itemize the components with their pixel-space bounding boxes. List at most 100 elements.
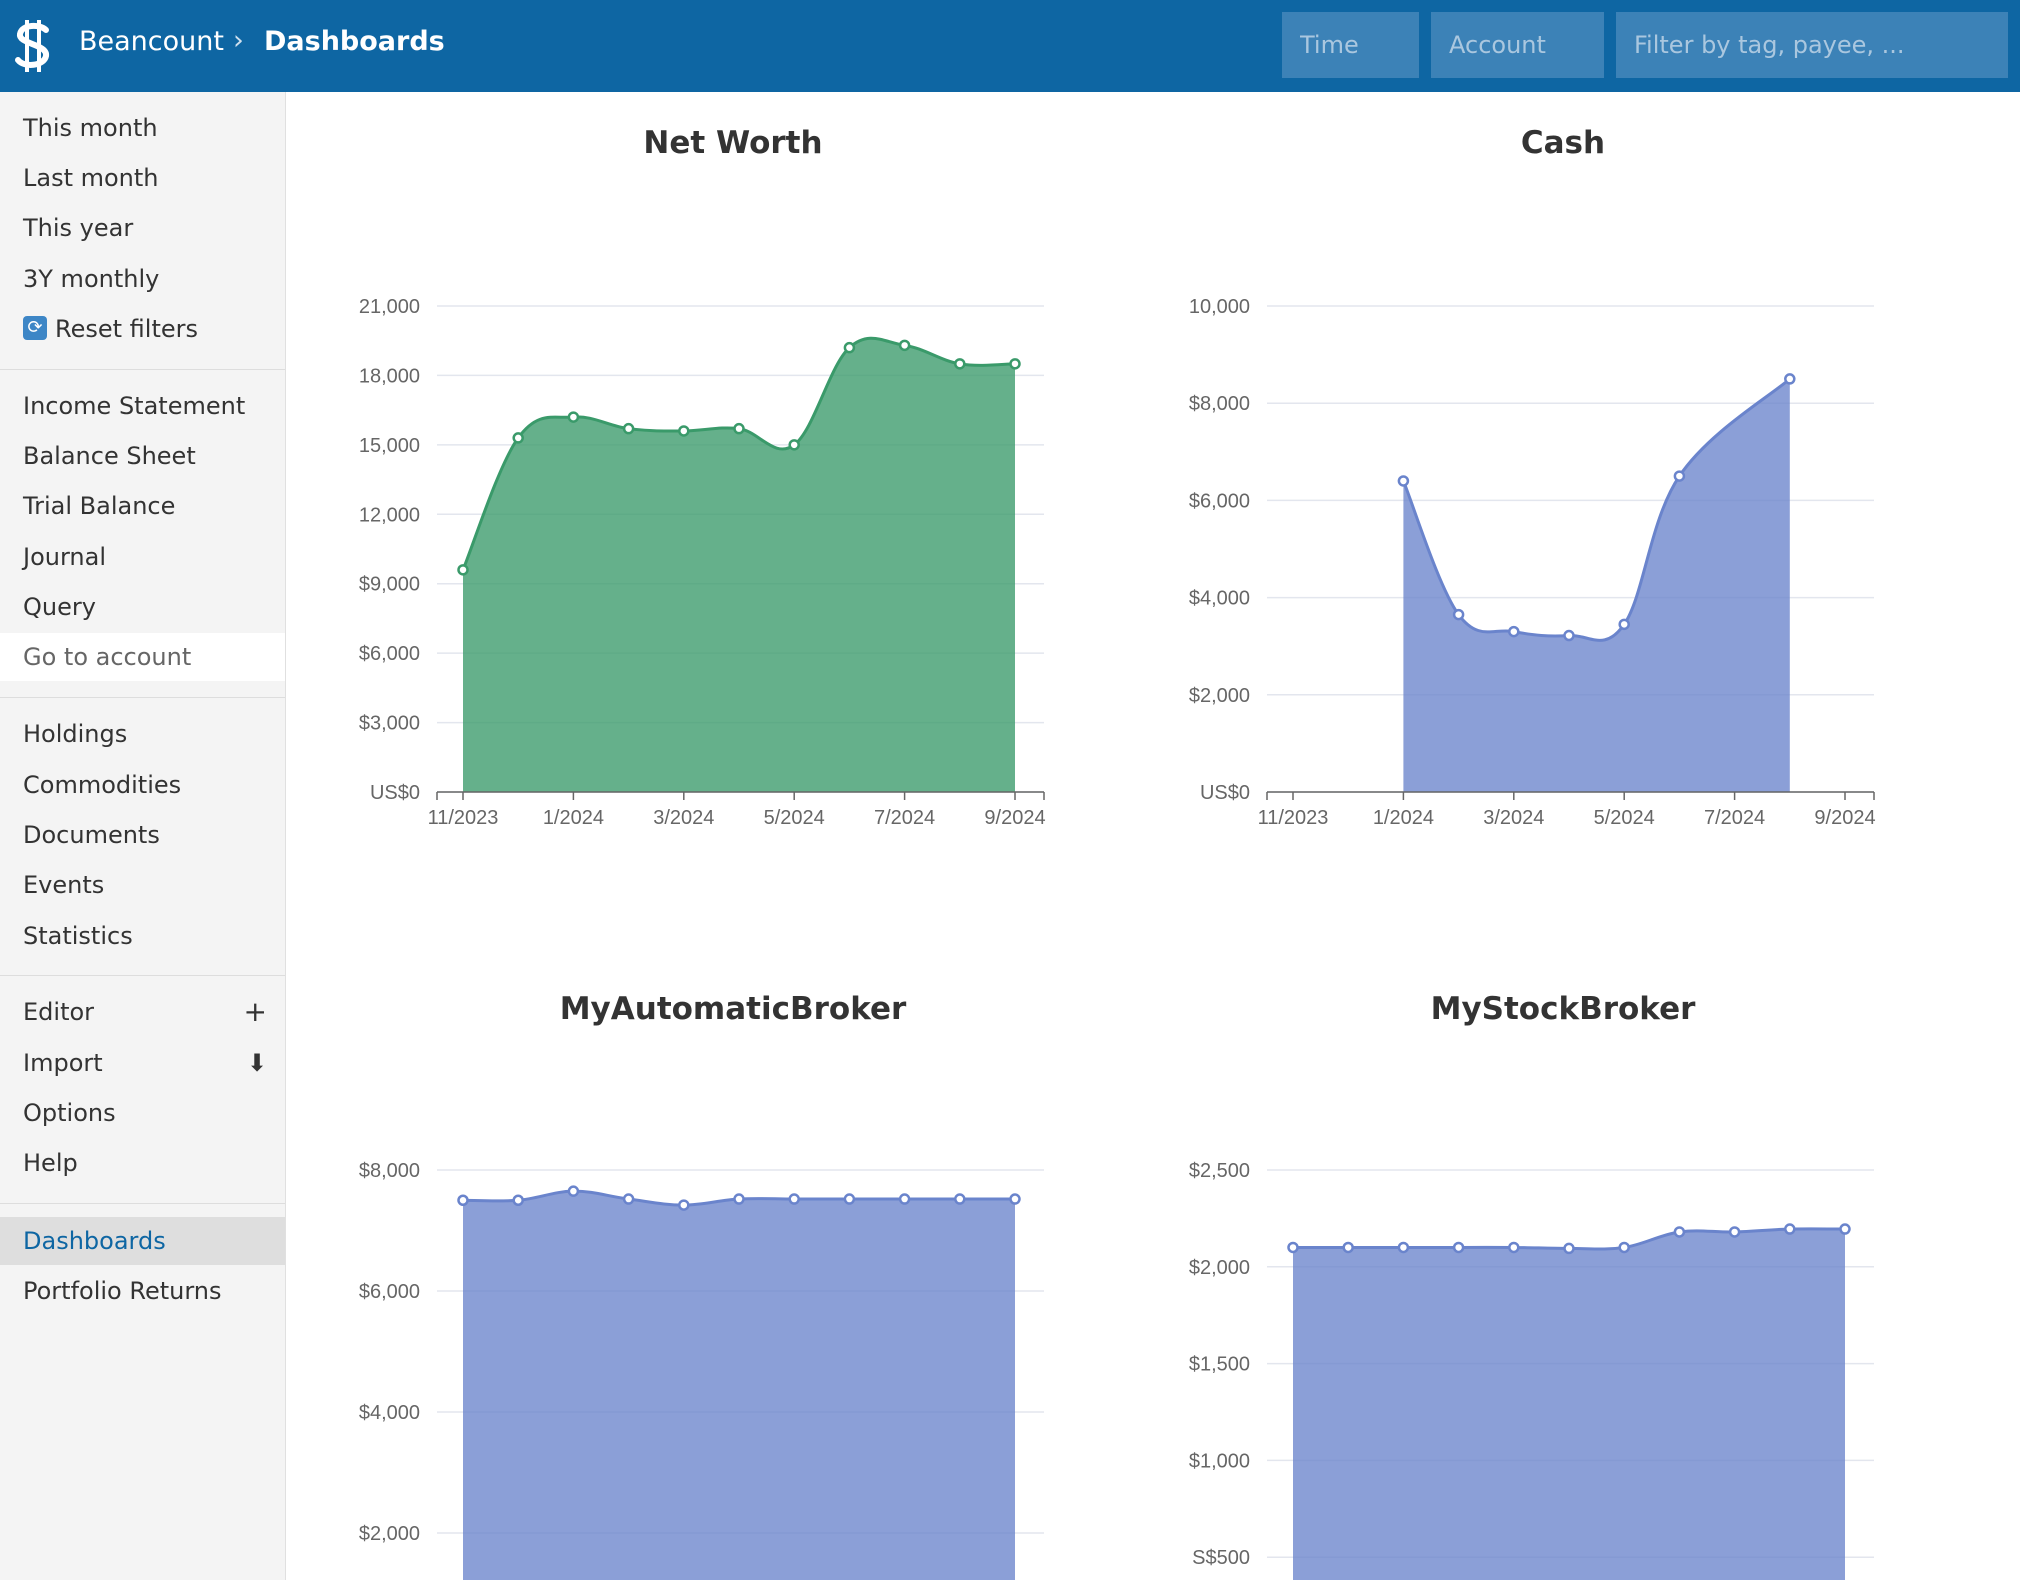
data-point[interactable] [898, 1193, 911, 1205]
sidebar-item-income-statement[interactable]: Income Statement [23, 392, 246, 420]
data-point[interactable] [788, 439, 800, 451]
y-tick-label: $2,000 [1189, 685, 1250, 707]
data-point[interactable] [1784, 373, 1796, 385]
data-point[interactable] [1287, 1241, 1299, 1254]
sidebar-item-commodities[interactable]: Commodities [23, 771, 182, 799]
x-tick-label: 1/2024 [1373, 807, 1434, 829]
sidebar-item-holdings[interactable]: Holdings [23, 720, 128, 748]
data-point[interactable] [788, 1193, 800, 1205]
data-point[interactable] [512, 1194, 524, 1206]
sidebar-item-3y-monthly[interactable]: 3Y monthly [23, 265, 160, 293]
data-point[interactable] [512, 432, 524, 444]
sidebar-item-documents[interactable]: Documents [23, 821, 160, 849]
sidebar-item-statistics[interactable]: Statistics [23, 922, 133, 950]
data-point[interactable] [1618, 1241, 1630, 1254]
x-tick-label: 7/2024 [874, 807, 935, 829]
data-point[interactable] [1839, 1223, 1851, 1235]
data-point[interactable] [1009, 358, 1021, 370]
data-point[interactable] [733, 422, 745, 435]
data-point[interactable] [1618, 618, 1630, 631]
download-arrow-icon[interactable]: ⬇ [246, 1049, 267, 1077]
sidebar-item-events[interactable]: Events [23, 871, 105, 899]
sidebar-item-last-month[interactable]: Last month [23, 164, 159, 192]
y-tick-label: $6,000 [359, 1281, 420, 1303]
y-tick-label: 15,000 [359, 435, 420, 457]
sidebar-item-this-year[interactable]: This year [23, 214, 134, 242]
import-label: Import [23, 1049, 103, 1077]
y-tick-label: $3,000 [359, 713, 420, 735]
y-tick-label: 21,000 [359, 296, 420, 318]
sidebar-item-options[interactable]: Options [23, 1099, 116, 1127]
data-point[interactable] [622, 1193, 635, 1205]
data-point[interactable] [954, 358, 966, 370]
x-tick-label: 1/2024 [543, 807, 604, 829]
data-point[interactable] [1673, 1226, 1686, 1238]
editor-label: Editor [23, 998, 95, 1026]
data-point[interactable] [1397, 1241, 1410, 1254]
sidebar-item-dashboards[interactable]: Dashboards [0, 1217, 285, 1265]
data-point[interactable] [622, 422, 635, 435]
data-point[interactable] [1508, 1241, 1520, 1254]
data-point[interactable] [1728, 1226, 1741, 1238]
y-tick-label: 18,000 [359, 365, 420, 387]
tag-filter-input[interactable] [1616, 12, 2008, 78]
sidebar-item-help[interactable]: Help [23, 1149, 78, 1177]
sidebar-item-portfolio-returns[interactable]: Portfolio Returns [23, 1277, 222, 1305]
data-point[interactable] [843, 1193, 856, 1205]
sidebar-item-balance-sheet[interactable]: Balance Sheet [23, 442, 196, 470]
data-point[interactable] [733, 1193, 745, 1205]
chart-title-cash: Cash [1520, 125, 1606, 161]
x-tick-label: 7/2024 [1704, 807, 1765, 829]
sidebar: This month Last month This year 3Y month… [0, 92, 286, 1580]
data-point[interactable] [457, 1194, 469, 1206]
sidebar-item-query[interactable]: Query [23, 593, 96, 621]
data-point[interactable] [678, 425, 690, 437]
time-filter-input[interactable] [1282, 12, 1419, 78]
refresh-icon: ⟳ [23, 316, 47, 340]
sidebar-item-journal[interactable]: Journal [23, 543, 107, 571]
data-point[interactable] [843, 341, 856, 354]
brand-link[interactable]: Beancount [79, 26, 224, 57]
data-point[interactable] [1784, 1223, 1796, 1235]
data-point[interactable] [457, 564, 469, 576]
y-tick-label: $2,000 [359, 1523, 420, 1545]
data-point[interactable] [898, 339, 911, 352]
plus-icon[interactable]: + [243, 995, 267, 1028]
chart-4: S$500 $1,000 $1,500 $2,000 $2,500 [1189, 1160, 1874, 1580]
breadcrumb-separator: › [233, 25, 244, 56]
y-tick-label: $4,000 [359, 1402, 420, 1424]
y-tick-label: $8,000 [359, 1160, 420, 1182]
sidebar-divider [0, 697, 285, 698]
data-point[interactable] [1673, 470, 1686, 482]
chart-2: US$0 $2,000 $4,000 $6,000 $8,000 10,000 11/202… [1189, 296, 1876, 829]
x-tick-label: 11/2023 [428, 807, 499, 829]
data-point[interactable] [1452, 608, 1465, 621]
y-tick-label: $6,000 [359, 643, 420, 665]
y-tick-label: $8,000 [1189, 393, 1250, 415]
data-point[interactable] [567, 1185, 580, 1197]
data-point[interactable] [1452, 1241, 1465, 1254]
sidebar-item-this-month[interactable]: This month [23, 114, 158, 142]
account-filter-input[interactable] [1431, 12, 1604, 78]
data-point[interactable] [1342, 1241, 1354, 1254]
sidebar-item-trial-balance[interactable]: Trial Balance [23, 492, 176, 520]
data-point[interactable] [954, 1193, 966, 1205]
data-point[interactable] [1563, 1242, 1575, 1255]
x-tick-label: 9/2024 [1814, 807, 1875, 829]
y-tick-label: 10,000 [1189, 296, 1250, 318]
sidebar-item-reset-filters[interactable]: ⟳ Reset filters [0, 305, 285, 353]
x-tick-label: 3/2024 [653, 807, 714, 829]
go-to-account-input[interactable]: Go to account [0, 633, 285, 681]
sidebar-item-import[interactable]: Import ⬇ [0, 1039, 285, 1087]
sidebar-item-editor[interactable]: Editor + [0, 988, 285, 1036]
data-point[interactable] [1563, 629, 1575, 642]
beancount-logo-icon[interactable] [10, 18, 56, 74]
data-point[interactable] [678, 1199, 690, 1211]
data-point[interactable] [567, 411, 580, 423]
chart-title-myautomaticbroker: MyAutomaticBroker [559, 991, 907, 1027]
data-point[interactable] [1009, 1193, 1021, 1205]
sidebar-divider [0, 369, 285, 370]
data-point[interactable] [1397, 475, 1410, 487]
data-point[interactable] [1508, 625, 1520, 638]
